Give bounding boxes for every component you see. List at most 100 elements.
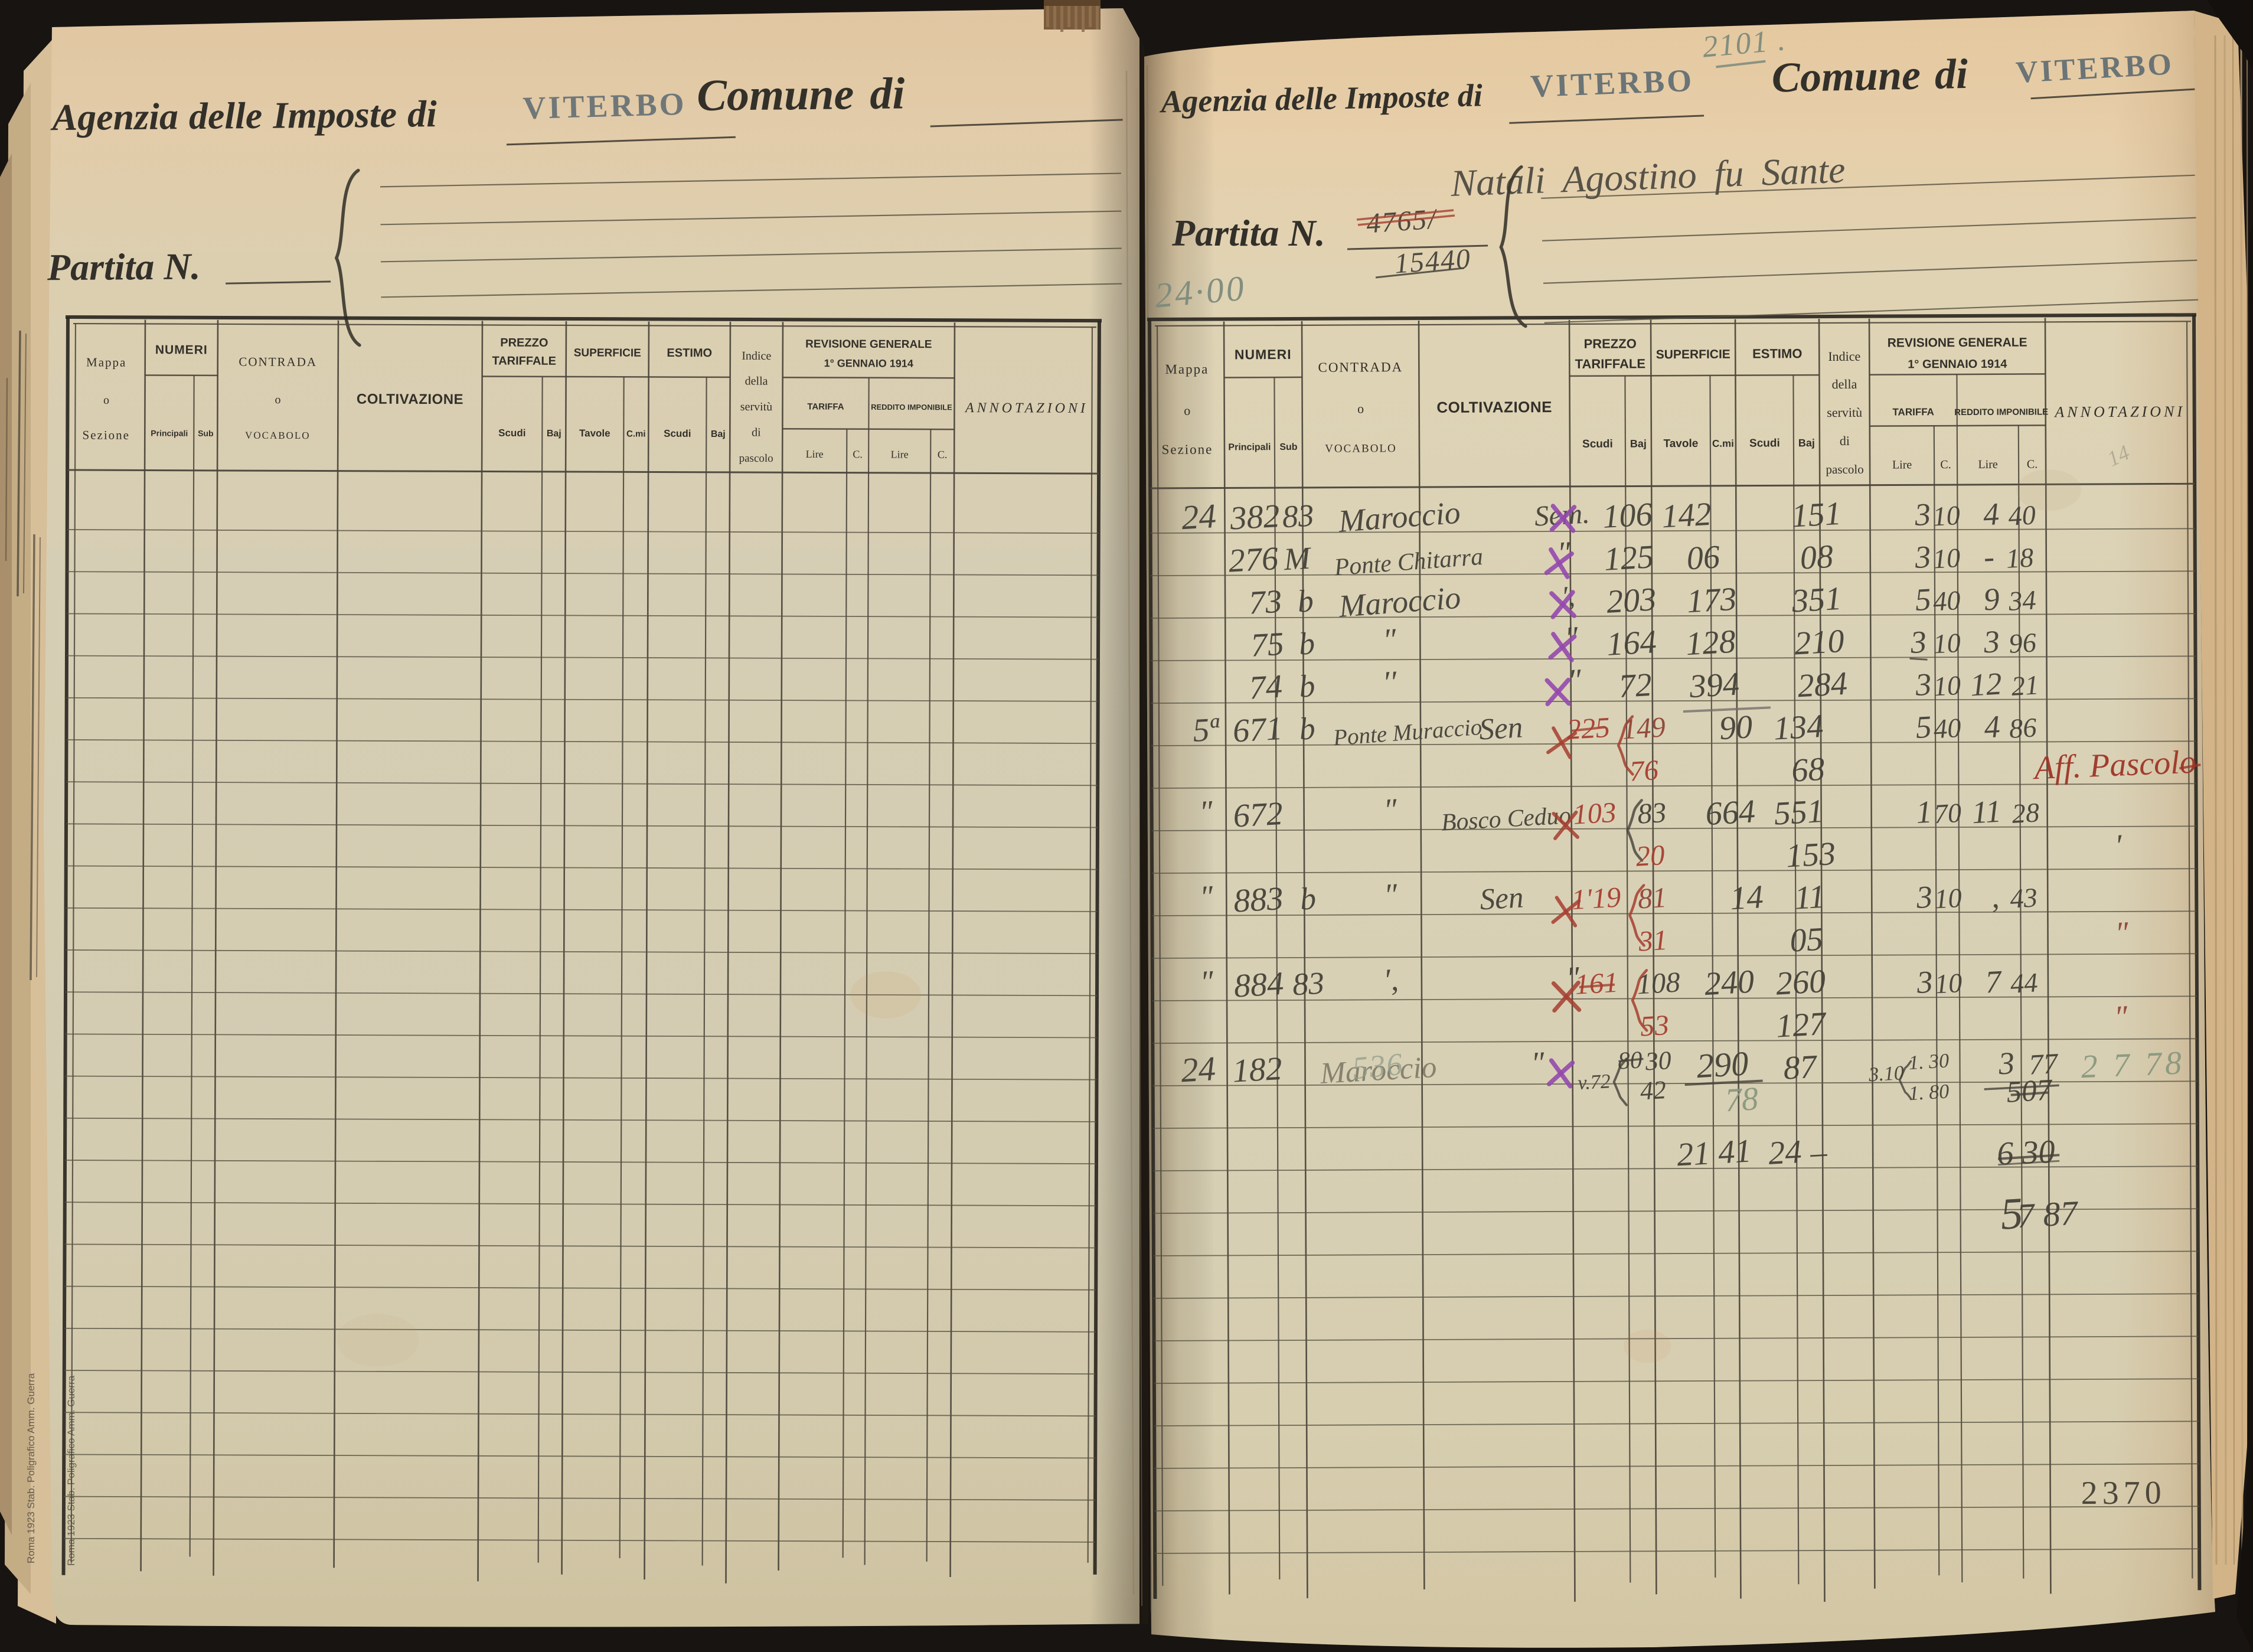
svg-text:1. 80: 1. 80 <box>1908 1080 1950 1105</box>
svg-text:o: o <box>1357 401 1364 416</box>
svg-text:ANNOTAZIONI: ANNOTAZIONI <box>2053 403 2185 420</box>
svg-text:di: di <box>752 426 761 439</box>
svg-text:3.10: 3.10 <box>1867 1062 1905 1086</box>
svg-text:Scudi: Scudi <box>664 428 691 439</box>
svg-text:TARIFFA: TARIFFA <box>807 401 844 412</box>
svg-text:″: ″ <box>1199 879 1214 915</box>
svg-text:PREZZO: PREZZO <box>500 337 548 350</box>
svg-text:42: 42 <box>1640 1075 1667 1105</box>
svg-text:Principali: Principali <box>1228 442 1271 452</box>
svg-text:4: 4 <box>1983 709 2001 745</box>
svg-text:664: 664 <box>1705 793 1756 832</box>
svg-text:2370: 2370 <box>2081 1475 2166 1512</box>
svg-text:″: ″ <box>1199 964 1214 1000</box>
svg-text:VOCABOLO: VOCABOLO <box>1325 442 1397 455</box>
svg-text:VITERBO: VITERBO <box>523 86 687 126</box>
svg-text:Roma 1923 Stab. Poligrafico: Roma 1923 Stab. Poligrafico Amm. Guerra <box>25 1373 37 1563</box>
svg-text:3: 3 <box>1909 624 1927 660</box>
svg-text:Baj: Baj <box>1630 438 1647 449</box>
svg-text:10: 10 <box>1934 883 1963 915</box>
svg-text:Partita N.: Partita N. <box>1171 212 1325 254</box>
svg-text:30: 30 <box>1644 1046 1672 1076</box>
svg-text:Sezione: Sezione <box>1161 442 1213 457</box>
svg-text:pascolo: pascolo <box>1826 462 1863 476</box>
svg-text:v.72: v.72 <box>1577 1070 1611 1094</box>
svg-text:44: 44 <box>2010 968 2039 1000</box>
svg-text:o: o <box>275 393 280 406</box>
svg-text:83: 83 <box>1291 965 1325 1002</box>
svg-text:671: 671 <box>1232 710 1284 750</box>
svg-text:C.: C. <box>853 448 863 460</box>
svg-text:86: 86 <box>2009 713 2038 745</box>
svg-text:10: 10 <box>1932 501 1961 533</box>
svg-text:77: 77 <box>2028 1047 2060 1081</box>
svg-text:507: 507 <box>2006 1073 2054 1109</box>
svg-text:SUPERFICIE: SUPERFICIE <box>574 347 641 359</box>
svg-text:11: 11 <box>1794 879 1826 917</box>
svg-text:Roma 1923 Stab. Poligrafico: Roma 1923 Stab. Poligrafico Amm. Guerra <box>66 1375 77 1566</box>
svg-text:551: 551 <box>1773 793 1825 832</box>
svg-text:″: ″ <box>1383 792 1398 828</box>
svg-text:153: 153 <box>1785 835 1837 875</box>
svg-text:Agenzia delle Imposte di: Agenzia delle Imposte di <box>1159 77 1483 119</box>
svg-text:203: 203 <box>1605 581 1657 621</box>
svg-text:3: 3 <box>1915 879 1933 915</box>
svg-text:Scudi: Scudi <box>498 427 525 439</box>
svg-text:Lire: Lire <box>891 448 909 460</box>
svg-text:Mappa: Mappa <box>1165 362 1209 377</box>
svg-text:90: 90 <box>1718 709 1754 747</box>
svg-text:NUMERI: NUMERI <box>155 343 208 357</box>
svg-text:883: 883 <box>1233 880 1285 920</box>
svg-text:ESTIMO: ESTIMO <box>1752 346 1802 361</box>
svg-text:151: 151 <box>1791 495 1843 535</box>
svg-text:REVISIONE GENERALE: REVISIONE GENERALE <box>1888 336 2027 350</box>
svg-text:14: 14 <box>1729 879 1765 917</box>
svg-text:72: 72 <box>1618 667 1653 705</box>
svg-text:1° GENNAIO 1914: 1° GENNAIO 1914 <box>1908 358 2007 371</box>
svg-text:81: 81 <box>1637 881 1668 915</box>
svg-text:,: , <box>1990 879 2000 915</box>
svg-text:142: 142 <box>1661 496 1713 536</box>
svg-text:1. 30: 1. 30 <box>1908 1050 1950 1074</box>
svg-text:CONTRADA: CONTRADA <box>1318 360 1403 375</box>
svg-text:24: 24 <box>1767 1134 1803 1172</box>
svg-text:2 7 78: 2 7 78 <box>2081 1044 2186 1085</box>
svg-text:CONTRADA: CONTRADA <box>239 355 317 369</box>
svg-text:28: 28 <box>2011 798 2040 830</box>
svg-text:Scudi: Scudi <box>1749 437 1780 449</box>
svg-text:7 87: 7 87 <box>2016 1193 2081 1235</box>
svg-text:SUPERFICIE: SUPERFICIE <box>1656 348 1730 362</box>
svg-text:COLTIVAZIONE: COLTIVAZIONE <box>1436 398 1552 416</box>
svg-text:40: 40 <box>1933 713 1962 745</box>
svg-text:149: 149 <box>1621 711 1666 745</box>
svg-text:20: 20 <box>1635 839 1666 873</box>
svg-text:70: 70 <box>1933 798 1962 830</box>
svg-text:″: ″ <box>1383 877 1398 913</box>
svg-text:106: 106 <box>1602 496 1654 536</box>
svg-text:C.: C. <box>1940 458 1951 471</box>
svg-text:″: ″ <box>1199 794 1214 830</box>
svg-text:73: 73 <box>1248 583 1283 622</box>
svg-text:3: 3 <box>1913 497 1931 533</box>
svg-text:182: 182 <box>1232 1050 1284 1090</box>
svg-text:127: 127 <box>1775 1005 1827 1045</box>
svg-text:b: b <box>1298 625 1315 661</box>
svg-text:Principali: Principali <box>151 429 188 438</box>
svg-text:05: 05 <box>1789 921 1824 959</box>
svg-text:Aff. Pascolo: Aff. Pascolo <box>2031 744 2197 787</box>
svg-text:3: 3 <box>1997 1045 2015 1081</box>
svg-text:34: 34 <box>2007 585 2037 617</box>
svg-text:Baj: Baj <box>547 429 561 439</box>
svg-text:Mappa: Mappa <box>86 355 126 369</box>
svg-text:76: 76 <box>1629 754 1660 788</box>
svg-text:Lire: Lire <box>1892 458 1912 471</box>
svg-text:7: 7 <box>1984 964 2003 1000</box>
svg-text:della: della <box>1832 377 1857 391</box>
svg-text:–: – <box>1808 1134 1828 1171</box>
svg-text:o: o <box>103 394 109 407</box>
svg-text:″: ″ <box>1382 622 1397 658</box>
svg-text:96: 96 <box>2008 628 2037 660</box>
svg-text:b: b <box>1298 710 1316 746</box>
svg-text:3: 3 <box>1914 667 1932 703</box>
svg-text:C.mi: C.mi <box>626 429 646 439</box>
